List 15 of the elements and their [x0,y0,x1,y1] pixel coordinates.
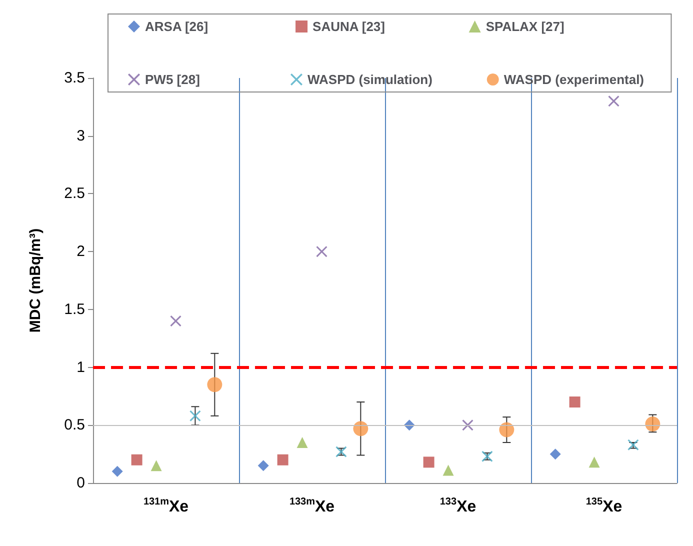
y-tick-label: 2.5 [64,185,85,202]
legend-label: WASPD (experimental) [504,72,652,87]
y-tick-label: 1 [76,358,85,376]
y-tick-label: 0 [76,474,85,492]
legend-label: ARSA [26] [145,19,256,34]
legend-label: PW5 [28] [145,72,250,87]
y-tick-label: 3.5 [64,70,85,86]
y-tick-label: 2 [76,243,85,260]
legend-label: WASPD (simulation) [307,72,447,87]
legend-label: SPALAX [27] [486,19,604,34]
legend-label: SAUNA [23] [312,19,428,34]
y-axis-title: MDC (mBq/m³) [27,228,44,333]
y-tick-label: 1.5 [64,300,85,318]
y-tick-label: 0.5 [64,416,85,434]
y-tick-label: 3 [76,127,85,144]
